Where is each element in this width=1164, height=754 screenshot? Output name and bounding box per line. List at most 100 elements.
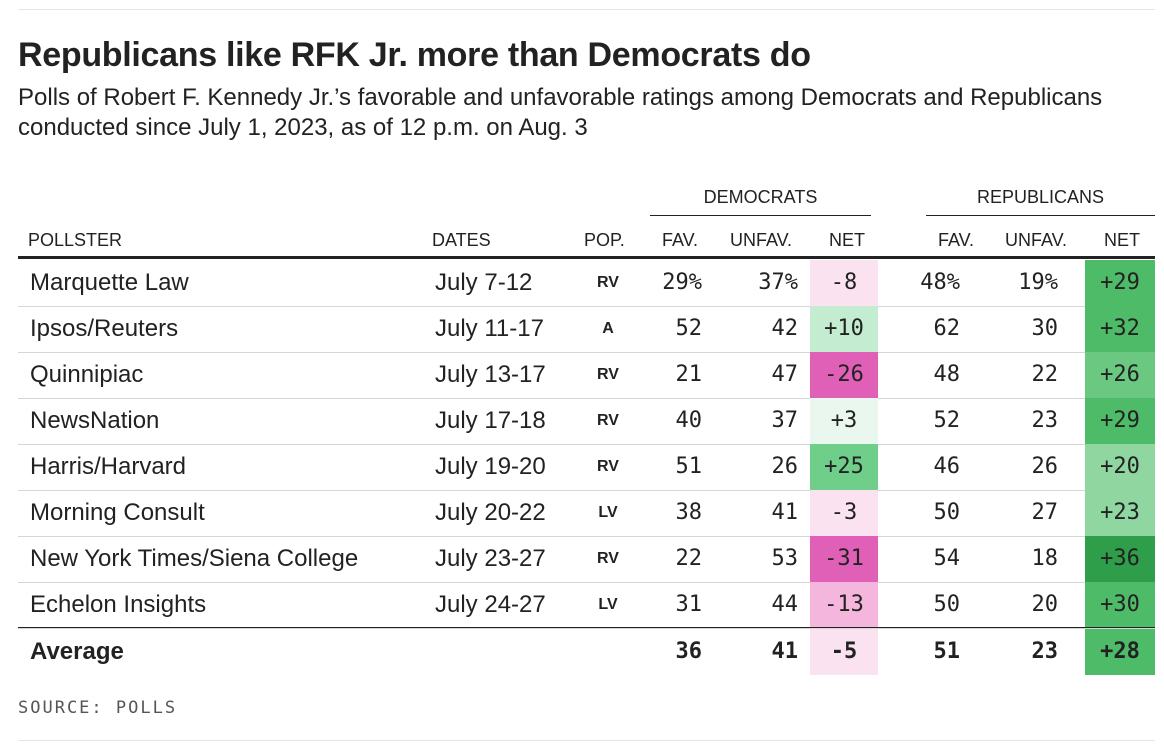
group-label-republicans: REPUBLICANS [976,187,1105,207]
dem-unfav-cell: 37% [758,270,798,295]
pollster-cell: Morning Consult [30,499,205,526]
top-divider [18,9,1155,10]
table-row: Ipsos/Reuters July 11-17 A 52 42 +10 62 30 +32 [18,306,1155,353]
rep-net-cell: +29 [1085,398,1155,444]
rep-net-cell: +36 [1085,536,1155,582]
rep-net-cell: +26 [1085,352,1155,398]
dem-fav-cell: 29% [662,270,702,295]
source-note: SOURCE: POLLS [18,698,178,718]
avg-rep-net-cell: +28 [1085,629,1155,675]
dem-unfav-cell: 42 [771,316,799,341]
table-row: Quinnipiac July 13-17 RV 21 47 -26 48 22 +26 [18,352,1155,399]
pollster-cell: Harris/Harvard [30,453,187,480]
dates-cell: July 13-17 [435,361,546,388]
average-label: Average [30,638,124,665]
rep-unfav-cell: 30 [1031,316,1059,341]
group-label-democrats: DEMOCRATS [703,187,818,207]
rep-net-cell: +30 [1085,582,1155,628]
dem-unfav-cell: 41 [771,500,799,525]
dem-fav-cell: 52 [675,316,703,341]
dem-unfav-cell: 53 [771,546,799,571]
rep-fav-cell: 48 [933,362,961,387]
dem-fav-cell: 31 [675,592,703,617]
rep-fav-cell: 46 [933,454,961,479]
dem-net-cell: -3 [810,490,878,536]
dates-cell: July 17-18 [435,407,546,434]
average-divider [18,627,1155,628]
avg-dem-net-cell: -5 [810,629,878,675]
rep-unfav-cell: 18 [1031,546,1059,571]
population-cell: LV [598,596,618,613]
avg-dem-fav-cell: 36 [675,639,703,664]
table-row: Echelon Insights July 24-27 LV 31 44 -13 50 20 +… [18,582,1155,629]
table-row: New York Times/Siena College July 23-27 RV… [18,536,1155,583]
pollster-cell: Quinnipiac [30,361,144,388]
population-cell: A [602,320,614,337]
dem-fav-cell: 38 [675,500,703,525]
rep-fav-cell: 50 [933,500,961,525]
population-cell: RV [597,366,619,383]
rep-unfav-cell: 23 [1031,408,1059,433]
pollster-cell: New York Times/Siena College [30,545,359,572]
rep-net-cell: +20 [1085,444,1155,490]
dem-fav-cell: 22 [675,546,703,571]
dates-cell: July 23-27 [435,545,546,572]
rep-unfav-cell: 20 [1031,592,1059,617]
average-row: Average 36 41 -5 51 23 +28 [18,629,1155,675]
dem-unfav-cell: 37 [771,408,799,433]
dem-net-cell: +10 [810,306,878,352]
population-cell: RV [597,274,619,291]
table-row: Marquette Law July 7-12 RV 29% 37% -8 48% 19% +2… [18,260,1155,307]
dem-net-cell: -31 [810,536,878,582]
avg-dem-unfav-cell: 41 [771,639,799,664]
dem-unfav-cell: 26 [771,454,799,479]
dem-net-cell: -26 [810,352,878,398]
dates-cell: July 19-20 [435,453,546,480]
table-row: Morning Consult July 20-22 LV 38 41 -3 50 27 +23 [18,490,1155,537]
dates-cell: July 20-22 [435,499,546,526]
rep-unfav-cell: 27 [1031,500,1059,525]
dates-cell: July 11-17 [435,315,544,342]
rep-fav-cell: 54 [933,546,961,571]
group-header-democrats: DEMOCRATS [650,187,871,216]
population-cell: RV [597,412,619,429]
col-header-pop: POP. [584,230,625,250]
rep-fav-cell: 48% [920,270,960,295]
rep-fav-cell: 62 [933,316,961,341]
rep-unfav-cell: 26 [1031,454,1059,479]
dem-net-cell: +25 [810,444,878,490]
dem-unfav-cell: 44 [771,592,799,617]
dem-fav-cell: 40 [675,408,703,433]
dem-fav-cell: 51 [675,454,703,479]
col-header-pollster: POLLSTER [28,230,123,250]
rep-fav-cell: 50 [933,592,961,617]
col-header-dem-fav: FAV. [662,230,699,250]
table-row: NewsNation July 17-18 RV 40 37 +3 52 23 +29 [18,398,1155,445]
avg-rep-fav-cell: 51 [933,639,961,664]
col-header-rep-unfav: UNFAV. [1005,230,1068,250]
rep-net-cell: +23 [1085,490,1155,536]
avg-rep-unfav-cell: 23 [1031,639,1059,664]
population-cell: LV [598,504,618,521]
col-header-dem-unfav: UNFAV. [730,230,793,250]
dates-cell: July 7-12 [435,269,533,296]
chart-subtitle: Polls of Robert F. Kennedy Jr.’s favorab… [18,84,1103,141]
table-row: Harris/Harvard July 19-20 RV 51 26 +25 46 26 +20 [18,444,1155,491]
bottom-divider [18,740,1155,741]
rep-unfav-cell: 19% [1018,270,1058,295]
chart-title: Republicans like RFK Jr. more than Democ… [18,36,811,74]
pollster-cell: Ipsos/Reuters [30,315,179,342]
rep-net-cell: +29 [1085,260,1155,306]
col-header-dem-net: NET [829,230,865,250]
population-cell: RV [597,550,619,567]
rep-net-cell: +32 [1085,306,1155,352]
dem-unfav-cell: 47 [771,362,799,387]
dem-net-cell: +3 [810,398,878,444]
rep-fav-cell: 52 [933,408,961,433]
pollster-cell: Marquette Law [30,269,189,296]
population-cell: RV [597,458,619,475]
rep-unfav-cell: 22 [1031,362,1059,387]
pollster-cell: NewsNation [30,407,160,434]
dem-net-cell: -8 [810,260,878,306]
col-header-rep-net: NET [1104,230,1140,250]
